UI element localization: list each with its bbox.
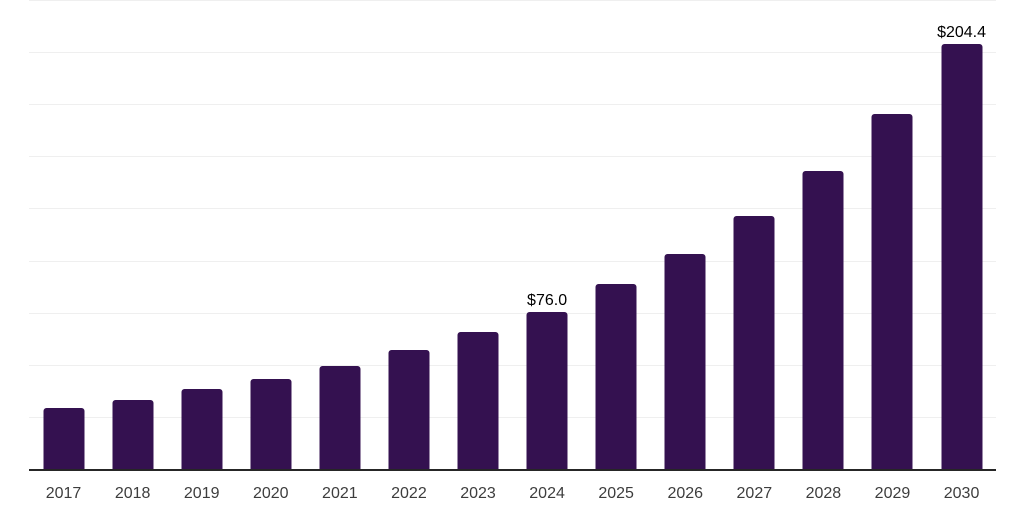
- bar-2018: [112, 399, 154, 470]
- bar-band-2021: [305, 1, 374, 470]
- bar-band-2028: [789, 1, 858, 470]
- bar-2027: [733, 216, 775, 470]
- gridline: [29, 416, 996, 418]
- bar-2021: [319, 365, 361, 470]
- bar-band-2017: [29, 1, 98, 470]
- bar-series: $76.0 $204.4: [29, 1, 996, 470]
- bar-band-2027: [720, 1, 789, 470]
- gridline: [29, 0, 996, 1]
- bar-band-2029: [858, 1, 927, 470]
- bar-2029: [871, 113, 913, 470]
- bar-2017: [43, 408, 85, 470]
- bar-2020: [250, 378, 292, 470]
- x-axis-labels: 2017 2018 2019 2020 2021 2022 2023 2024 2025 2026…: [29, 484, 996, 503]
- bar-band-2022: [374, 1, 443, 470]
- gridline: [29, 260, 996, 262]
- bar-2028: [802, 170, 844, 470]
- gridline: [29, 208, 996, 210]
- bar-band-2018: [98, 1, 167, 470]
- x-tick-label-2022: 2022: [391, 485, 427, 502]
- gridline: [29, 156, 996, 158]
- bar-value-label-2024: $76.0: [527, 291, 568, 309]
- bar-band-2025: [582, 1, 651, 470]
- bar-2022: [388, 350, 430, 470]
- x-tick-label-2017: 2017: [45, 485, 82, 502]
- x-tick-label-2027: 2027: [736, 485, 773, 502]
- bar-band-2026: [651, 1, 720, 470]
- x-tick-label-2018: 2018: [114, 485, 151, 502]
- bar-band-2030: $204.4: [927, 1, 996, 470]
- x-tick-label-2019: 2019: [183, 485, 220, 502]
- x-tick-label-2026: 2026: [667, 485, 704, 502]
- bar-value-label-2030: $204.4: [937, 23, 987, 41]
- gridline: [29, 104, 996, 106]
- bar-band-2024: $76.0: [513, 1, 582, 470]
- bar-chart: $76.0 $204.4 2017 2018 2019 2020 2021 2022 2023…: [29, 0, 996, 503]
- x-tick-label-2023: 2023: [460, 485, 496, 502]
- bar-band-2019: [167, 1, 236, 470]
- bar-2023: [457, 332, 499, 470]
- x-tick-label-2020: 2020: [252, 485, 289, 502]
- x-tick-label-2030: 2030: [943, 485, 980, 502]
- gridline: [29, 364, 996, 366]
- bar-band-2023: [443, 1, 512, 470]
- bar-2030: $204.4: [937, 24, 986, 470]
- bar-2019: [181, 389, 223, 470]
- plot-area: $76.0 $204.4: [29, 0, 996, 471]
- bar-band-2020: [236, 1, 305, 470]
- x-tick-label-2021: 2021: [322, 485, 358, 502]
- x-tick-label-2024: 2024: [529, 485, 565, 502]
- x-axis-line: [29, 469, 996, 471]
- bar-2025: [595, 284, 637, 470]
- bar-2024: $76.0: [526, 292, 568, 470]
- gridline: [29, 52, 996, 54]
- gridline: [29, 312, 996, 314]
- x-tick-label-2028: 2028: [805, 485, 842, 502]
- x-tick-label-2029: 2029: [874, 485, 911, 502]
- bar-2026: [664, 253, 706, 470]
- x-tick-label-2025: 2025: [598, 485, 634, 502]
